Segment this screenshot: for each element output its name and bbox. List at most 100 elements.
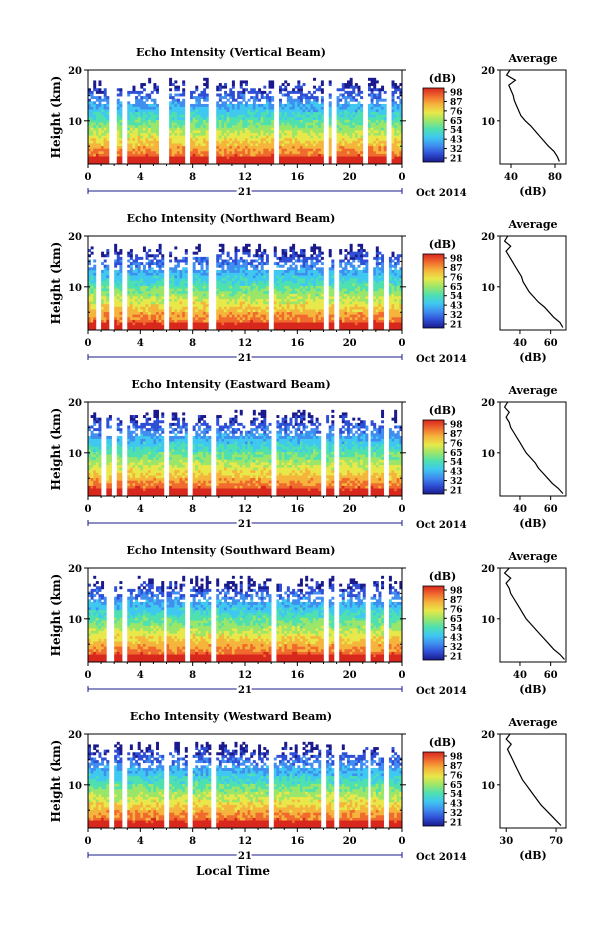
heatmap-cell <box>101 109 105 113</box>
heatmap-cell <box>318 122 322 126</box>
heatmap-cell <box>150 135 154 139</box>
heatmap-cell <box>367 119 371 123</box>
heatmap-cell <box>263 298 267 302</box>
heatmap-cell <box>205 161 209 165</box>
heatmap-cell <box>375 148 379 152</box>
heatmap-cell <box>171 275 175 279</box>
heatmap-cell <box>114 251 118 255</box>
heatmap-cell <box>399 150 403 154</box>
heatmap-cell <box>205 130 209 134</box>
heatmap-cell <box>176 262 180 266</box>
heatmap-cell <box>289 275 293 279</box>
heatmap-cell <box>347 93 351 97</box>
heatmap-cell <box>142 156 146 160</box>
heatmap-cell <box>242 153 246 157</box>
heatmap-cell <box>179 119 183 123</box>
heatmap-cell <box>218 109 222 113</box>
heatmap-cell <box>394 117 398 120</box>
heatmap-cell <box>116 103 120 107</box>
heatmap-cell <box>349 135 353 139</box>
heatmap-cell <box>260 114 264 118</box>
heatmap-cell <box>378 96 382 100</box>
heatmap-cell <box>315 156 319 160</box>
heatmap-cell <box>132 277 136 281</box>
heatmap-cell <box>148 124 152 128</box>
heatmap-cell <box>239 267 243 271</box>
heatmap-cell <box>237 127 241 131</box>
heatmap-cell <box>216 322 220 326</box>
heatmap-cell <box>140 109 144 113</box>
heatmap-cell <box>129 249 133 253</box>
heatmap-cell <box>182 93 186 97</box>
heatmap-cell <box>310 124 314 128</box>
heatmap-cell <box>245 153 248 157</box>
heatmap-cell <box>169 132 173 136</box>
heatmap-cell <box>176 137 180 141</box>
heatmap-cell <box>265 150 269 154</box>
heatmap-cell <box>299 324 303 328</box>
heatmap-cell <box>156 109 159 113</box>
heatmap-cell <box>216 311 220 315</box>
heatmap-cell <box>297 290 301 294</box>
heatmap-cell <box>271 132 275 136</box>
heatmap-cell <box>396 103 400 107</box>
heatmap-cell <box>250 122 254 126</box>
heatmap-cell <box>252 145 256 149</box>
heatmap-cell <box>129 158 133 162</box>
heatmap-cell <box>129 288 133 292</box>
heatmap-cell <box>153 83 157 87</box>
heatmap-cell <box>135 158 139 162</box>
heatmap-cell <box>273 296 277 300</box>
heatmap-cell <box>349 111 353 115</box>
heatmap-cell <box>205 277 209 281</box>
heatmap-cell <box>286 90 290 94</box>
heatmap-cell <box>145 309 149 313</box>
heatmap-cell <box>158 272 162 276</box>
heatmap-cell <box>129 272 133 276</box>
heatmap-cell <box>328 96 332 100</box>
heatmap-cell <box>224 301 228 305</box>
heatmap-cell <box>313 262 316 266</box>
heatmap-cell <box>250 311 254 315</box>
heatmap-cell <box>231 259 235 263</box>
heatmap-cell <box>176 143 180 147</box>
heatmap-cell <box>279 150 282 154</box>
heatmap-cell <box>140 85 144 89</box>
heatmap-cell <box>176 158 180 162</box>
heatmap-cell <box>205 122 209 126</box>
heatmap-cell <box>106 296 110 300</box>
heatmap-cell <box>221 122 225 126</box>
heatmap-cell <box>294 303 298 307</box>
heatmap-cell <box>320 140 324 144</box>
heatmap-cell <box>90 114 94 118</box>
heatmap-cell <box>216 137 220 141</box>
heatmap-cell <box>190 111 194 115</box>
heatmap-cell <box>171 156 175 160</box>
heatmap-cell <box>265 285 269 289</box>
heatmap-cell <box>242 275 246 279</box>
heatmap-cell <box>226 156 230 160</box>
heatmap-cell <box>245 156 248 160</box>
heatmap-cell <box>360 122 364 126</box>
heatmap-cell <box>129 153 133 157</box>
heatmap-cell <box>93 114 97 118</box>
heatmap-cell <box>310 101 314 105</box>
heatmap-cell <box>132 119 136 123</box>
heatmap-cell <box>197 246 201 250</box>
heatmap-cell <box>341 119 345 123</box>
heatmap-cell <box>182 314 186 318</box>
heatmap-cell <box>294 117 298 120</box>
heatmap-cell <box>289 109 293 113</box>
heatmap-cell <box>224 277 228 281</box>
heatmap-cell <box>297 314 301 318</box>
heatmap-cell <box>313 111 316 115</box>
heatmap-cell <box>197 293 201 297</box>
heatmap-cell <box>281 145 285 149</box>
heatmap-cell <box>142 111 146 115</box>
heatmap-cell <box>284 306 288 310</box>
heatmap-cell <box>305 288 309 292</box>
heatmap-cell <box>200 93 204 97</box>
heatmap-cell <box>310 156 314 160</box>
heatmap-cell <box>226 251 230 255</box>
heatmap-cell <box>205 311 209 315</box>
